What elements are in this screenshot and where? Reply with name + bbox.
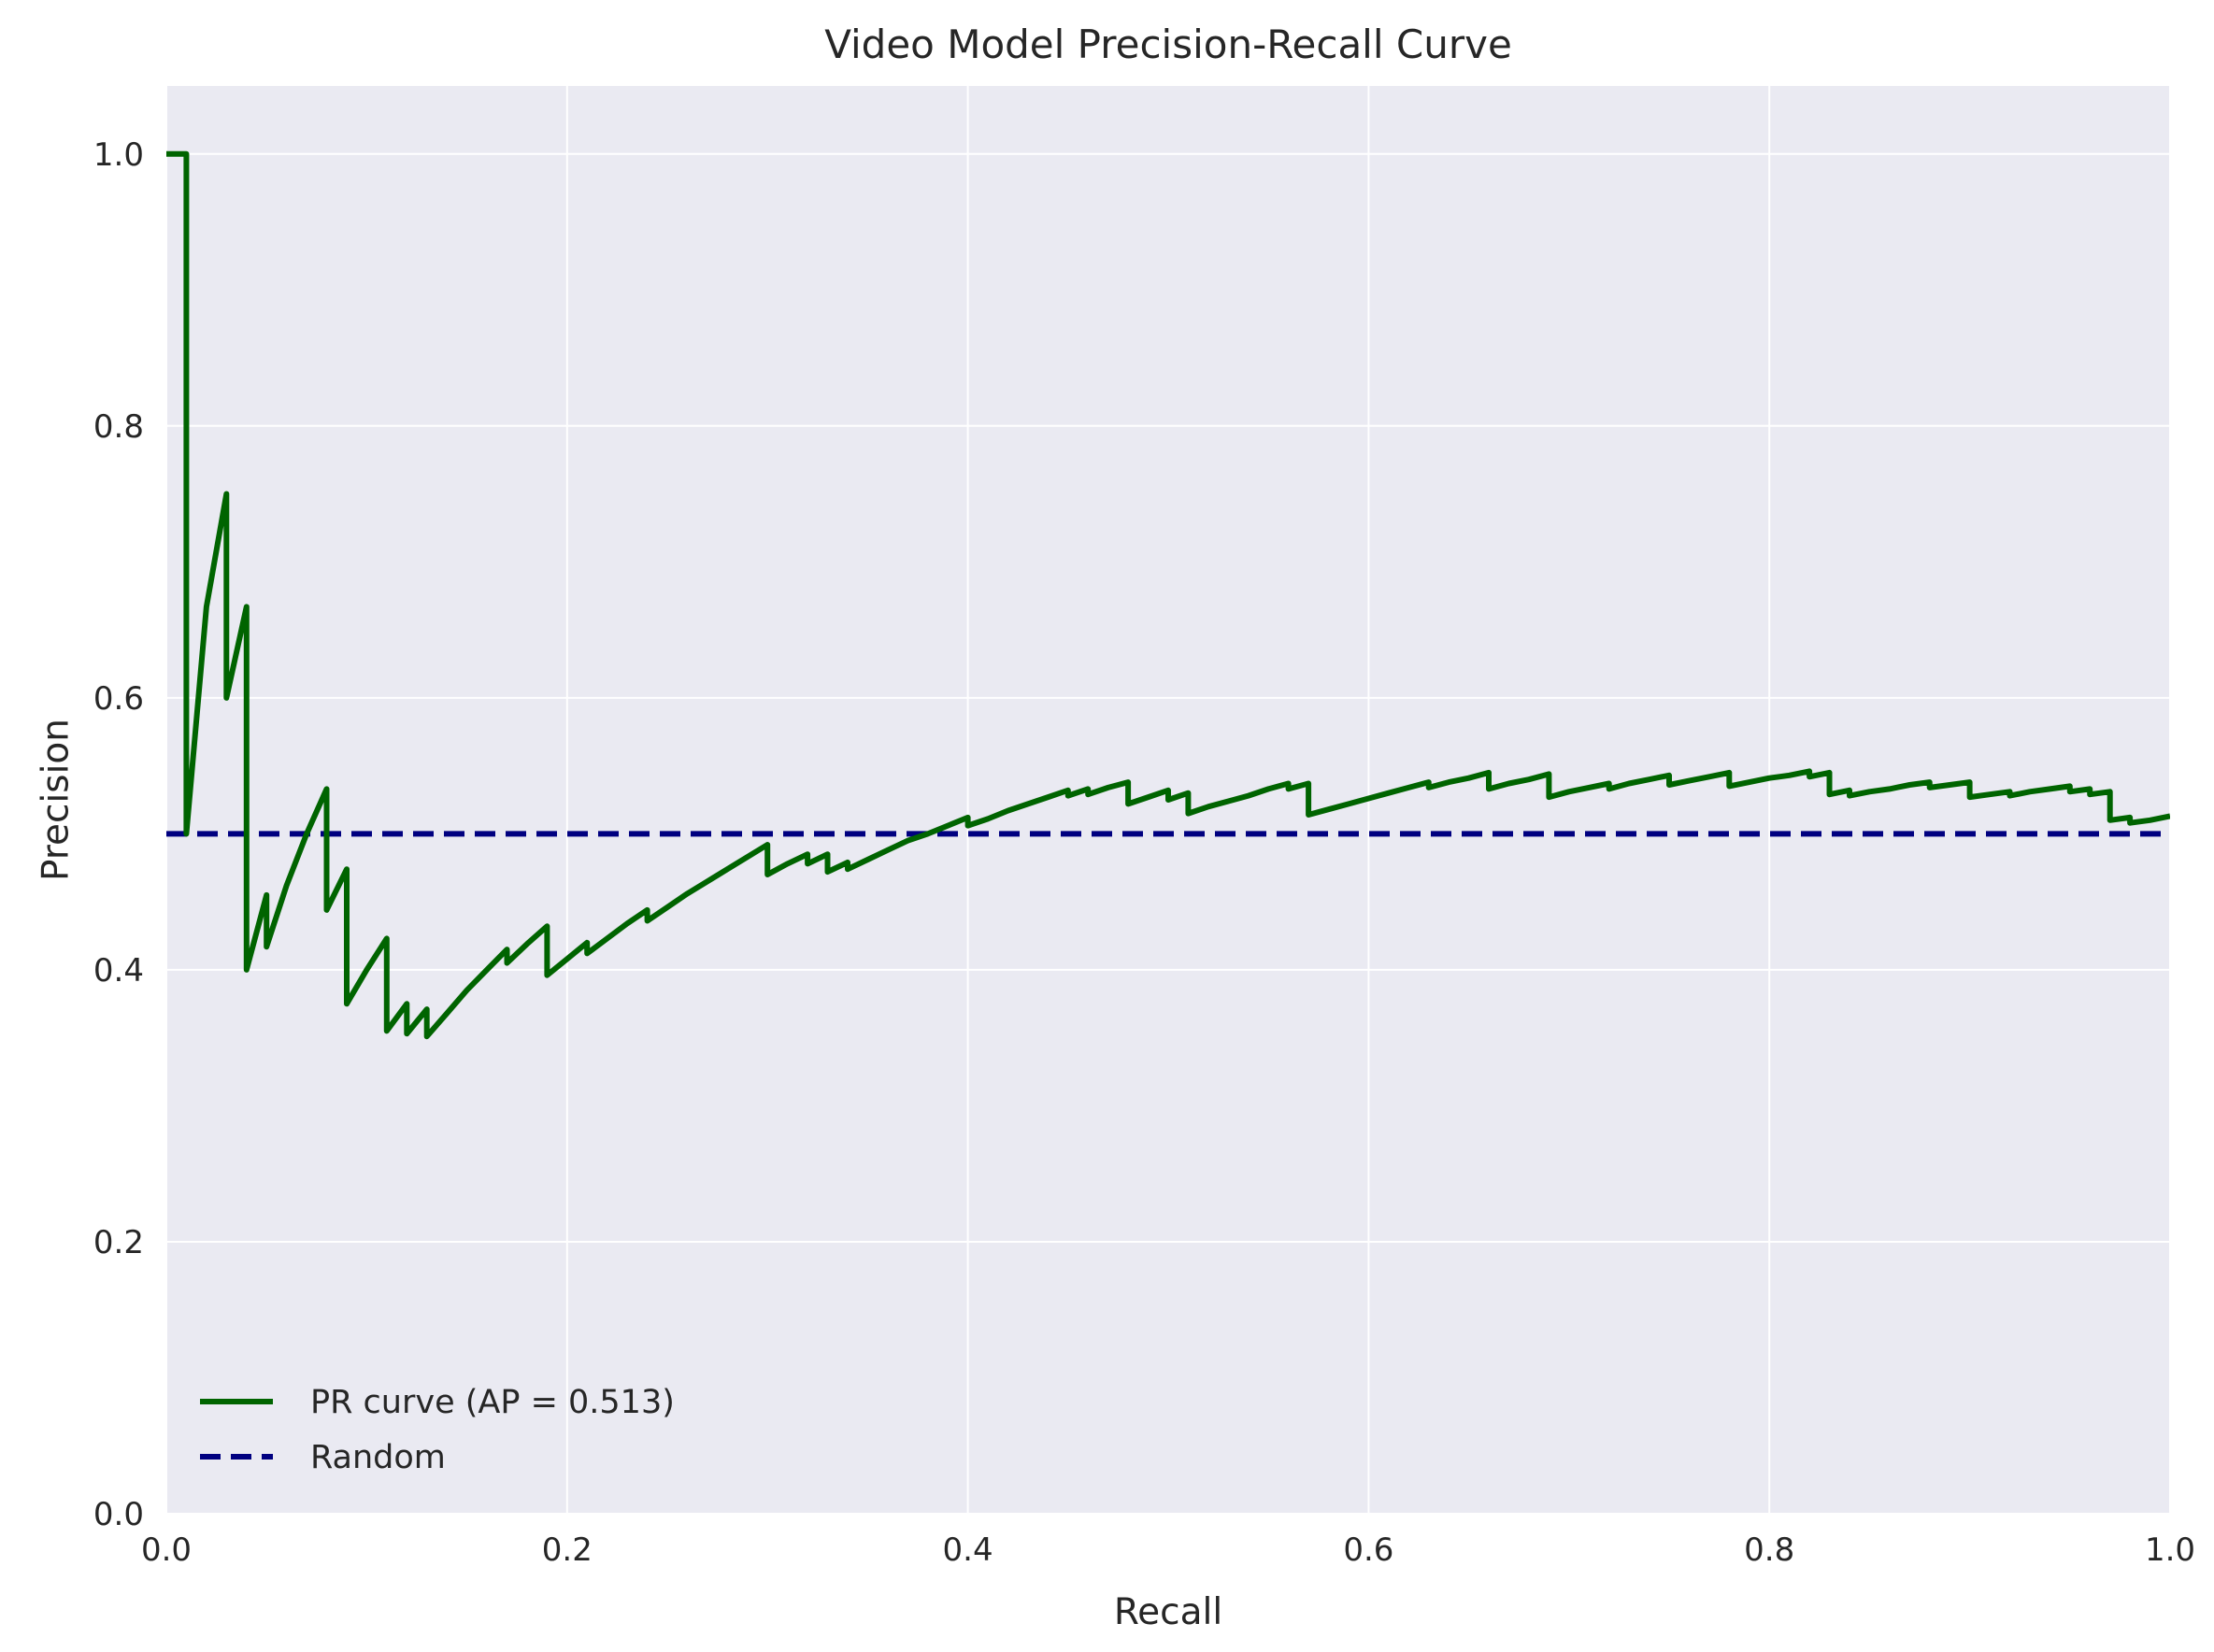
y-tick-label: 1.0 — [93, 136, 144, 174]
legend-label: Random — [310, 1439, 446, 1476]
y-axis-ticks: 0.0 0.2 0.4 0.6 0.8 1.0 — [93, 136, 144, 1533]
grid-lines — [165, 86, 2171, 1515]
y-tick-label: 0.0 — [93, 1496, 144, 1533]
series-layer — [166, 150, 2170, 1040]
y-tick-label: 0.6 — [93, 680, 144, 718]
pr-curve-line — [166, 150, 2170, 1040]
x-tick-label: 0.8 — [1744, 1531, 1794, 1569]
x-axis-title: Recall — [1114, 1591, 1222, 1633]
x-tick-label: 0.4 — [943, 1531, 993, 1569]
x-tick-label: 0.6 — [1343, 1531, 1393, 1569]
x-axis-ticks: 0.0 0.2 0.4 0.6 0.8 1.0 — [141, 1531, 2195, 1569]
x-tick-label: 0.0 — [141, 1531, 192, 1569]
x-tick-label: 0.2 — [542, 1531, 593, 1569]
legend: PR curve (AP = 0.513) Random — [200, 1384, 675, 1476]
y-tick-label: 0.2 — [93, 1224, 144, 1261]
x-tick-label: 1.0 — [2145, 1531, 2195, 1569]
y-tick-label: 0.8 — [93, 408, 144, 446]
y-tick-label: 0.4 — [93, 952, 144, 990]
chart-title: Video Model Precision-Recall Curve — [824, 21, 1512, 67]
y-axis-title: Precision — [36, 719, 78, 881]
legend-label: PR curve (AP = 0.513) — [310, 1384, 675, 1421]
